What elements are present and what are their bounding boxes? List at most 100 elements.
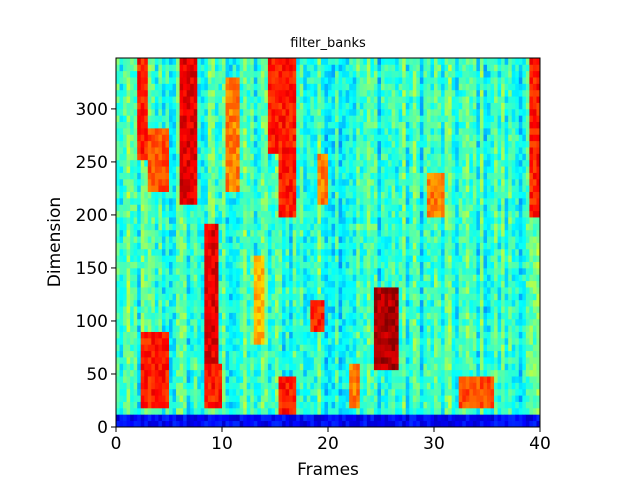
heatmap-cell [398,166,403,173]
heatmap-cell [158,140,163,148]
heatmap-cell [275,287,279,294]
heatmap-cell [200,363,205,371]
heatmap-cell [186,134,191,142]
heatmap-cell [395,217,400,224]
heatmap-cell [278,287,283,294]
heatmap-cell [381,407,385,415]
heatmap-cell [116,204,120,212]
heatmap-cell [246,166,251,173]
heatmap-cell [214,248,219,256]
heatmap-cell [246,83,251,91]
heatmap-cell [186,178,191,186]
heatmap-cell [324,197,329,205]
heatmap-cell [296,299,301,307]
heatmap-cell [352,401,357,409]
heatmap-cell [140,191,145,199]
heatmap-cell [299,274,304,282]
heatmap-cell [130,96,135,103]
heatmap-cell [398,306,403,313]
heatmap-cell [388,134,392,142]
heatmap-cell [158,191,163,199]
heatmap-cell [306,414,311,422]
heatmap-cell [402,388,407,396]
heatmap-cell [275,134,279,142]
heatmap-cell [257,172,262,180]
heatmap-cell [313,280,318,288]
heatmap-cell [169,293,173,301]
heatmap-cell [172,217,177,224]
heatmap-cell [140,147,145,154]
heatmap-cell [342,280,347,288]
heatmap-cell [405,388,410,396]
heatmap-cell [306,267,311,275]
heatmap-cell [161,210,166,218]
heatmap-cell [214,83,219,91]
heatmap-cell [282,159,286,167]
heatmap-cell [310,64,315,72]
heatmap-cell [405,255,410,262]
heatmap-cell [204,229,209,237]
heatmap-cell [267,172,272,180]
heatmap-cell [151,172,156,180]
heatmap-cell [289,267,294,275]
heatmap-cell [366,204,371,212]
heatmap-cell [395,312,400,320]
heatmap-cell [130,102,135,110]
heatmap-cell [303,204,308,212]
heatmap-cell [303,376,308,383]
heatmap-cell [158,108,163,116]
heatmap-cell [349,248,354,256]
heatmap-cell [306,357,311,364]
heatmap-cell [130,178,135,186]
heatmap-cell [416,58,421,65]
heatmap-cell [271,153,276,161]
heatmap-cell [204,178,209,186]
heatmap-cell [204,77,209,84]
heatmap-cell [211,178,216,186]
heatmap-cell [137,115,142,123]
heatmap-cell [260,108,265,116]
heatmap-cell [402,350,407,358]
heatmap-cell [186,70,191,78]
heatmap-cell [405,89,410,97]
heatmap-cell [359,414,364,422]
heatmap-cell [130,248,135,256]
heatmap-cell [328,236,332,243]
heatmap-cell [158,337,163,345]
heatmap-cell [278,147,283,154]
heatmap-cell [306,395,311,402]
heatmap-cell [130,77,135,84]
heatmap-cell [165,344,170,352]
heatmap-cell [356,77,361,84]
heatmap-cell [222,376,226,383]
heatmap-cell [282,293,286,301]
heatmap-cell [363,388,368,396]
heatmap-cell [289,147,294,154]
heatmap-cell [299,248,304,256]
heatmap-cell [264,83,269,91]
heatmap-cell [183,350,188,358]
heatmap-cell [161,204,166,212]
heatmap-cell [405,248,410,256]
heatmap-cell [345,153,350,161]
heatmap-cell [133,242,138,250]
heatmap-cell [282,255,286,262]
heatmap-cell [183,306,188,313]
heatmap-cell [222,108,226,116]
heatmap-cell [161,70,166,78]
heatmap-cell [373,344,378,352]
heatmap-cell [278,204,283,212]
heatmap-cell [338,267,343,275]
heatmap-cell [257,134,262,142]
heatmap-cell [289,325,294,332]
heatmap-cell [278,64,283,72]
heatmap-cell [161,248,166,256]
heatmap-cell [370,147,375,154]
heatmap-cell [342,77,347,84]
heatmap-cell [207,299,212,307]
heatmap-cell [172,77,177,84]
heatmap-cell [267,414,272,422]
heatmap-cell [335,236,339,243]
heatmap-cell [165,337,170,345]
heatmap-cell [169,185,173,192]
